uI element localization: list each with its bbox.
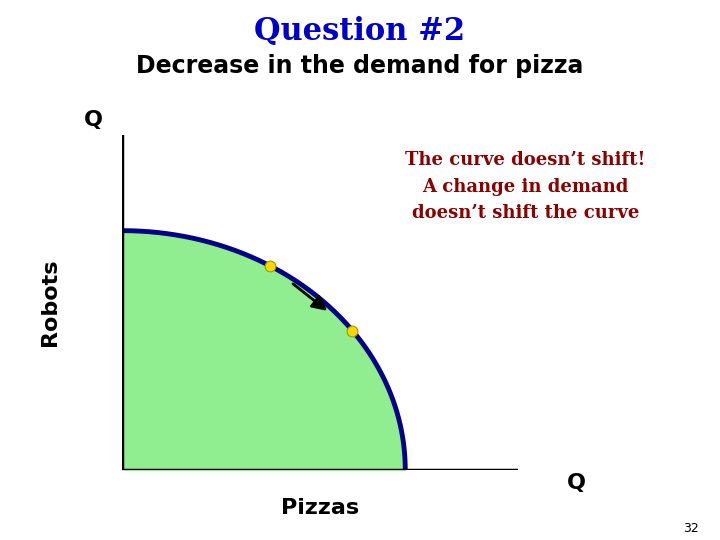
Text: Question #2: Question #2: [254, 16, 466, 47]
Text: Q: Q: [567, 473, 585, 494]
Text: Decrease in the demand for pizza: Decrease in the demand for pizza: [136, 54, 584, 78]
Point: [347, 326, 359, 335]
Text: The curve doesn’t shift!
A change in demand
doesn’t shift the curve: The curve doesn’t shift! A change in dem…: [405, 151, 646, 222]
Point: [264, 261, 276, 270]
Text: 32: 32: [683, 522, 698, 535]
Text: Q: Q: [84, 110, 103, 130]
Text: Robots: Robots: [40, 259, 60, 346]
Text: Pizzas: Pizzas: [282, 497, 359, 518]
